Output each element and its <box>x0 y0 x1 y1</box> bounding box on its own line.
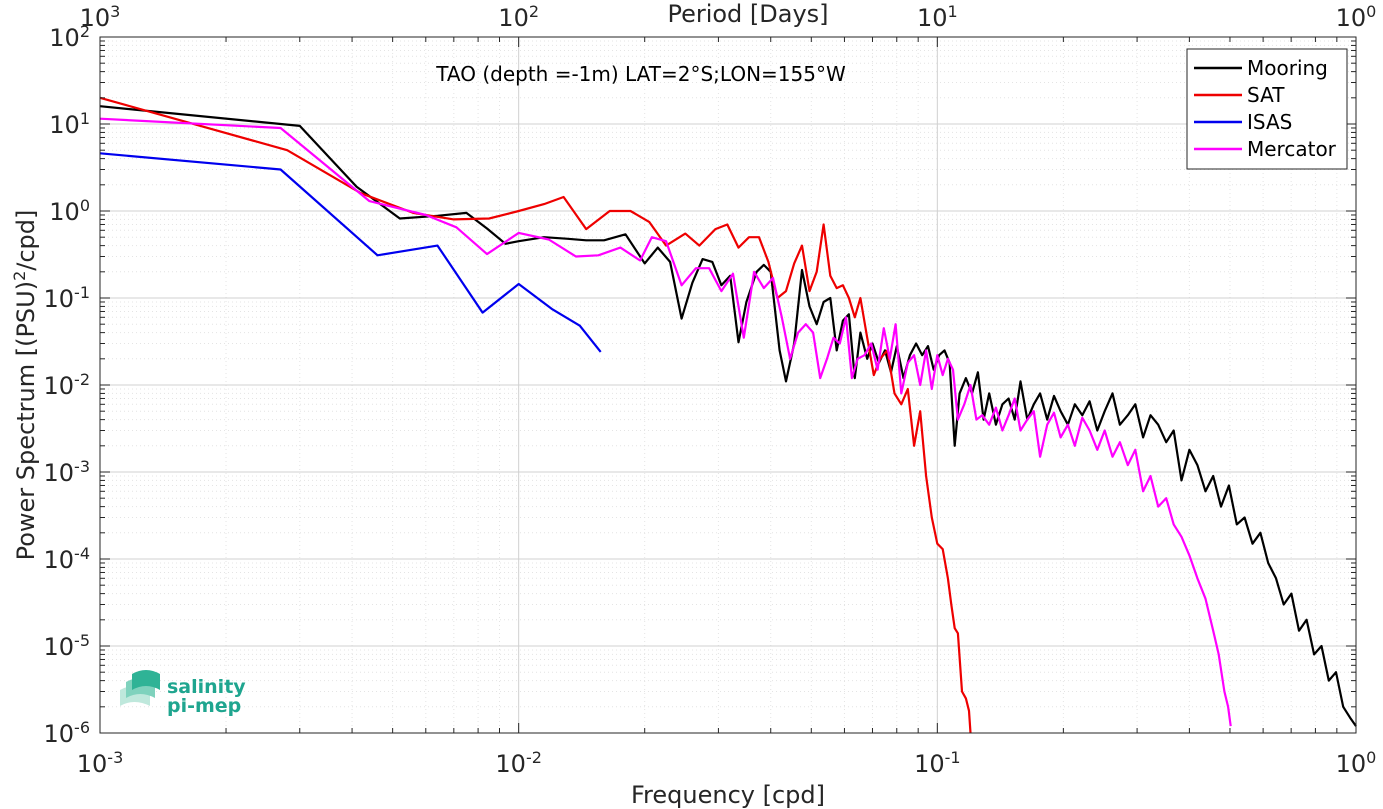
series-line-sat <box>99 96 972 734</box>
y-axis-title: Power Spectrum [(PSU)2/cpd] <box>10 210 41 561</box>
tick-label-base: 10 <box>44 633 75 661</box>
y-tick-label: 10-6 <box>44 718 91 749</box>
salinity-pi-mep-logo: salinity pi-mep <box>120 670 246 717</box>
station-annotation: TAO (depth =-1m) LAT=2°S;LON=155°W <box>435 62 846 86</box>
y-tick-label: 102 <box>49 22 90 53</box>
grid <box>100 37 1356 733</box>
tick-label-exponent: 0 <box>80 196 90 215</box>
y-tick-label: 10-4 <box>44 544 91 575</box>
series-line-mercator <box>99 117 1232 727</box>
legend: Mooring SAT ISAS Mercator <box>1186 48 1348 170</box>
tick-label-base: 10 <box>1336 4 1367 32</box>
tick-label-exponent: 2 <box>529 2 539 21</box>
legend-label-isas: ISAS <box>1247 110 1292 134</box>
logo-text-salinity: salinity <box>167 676 246 698</box>
top-tick-label: 100 <box>1336 2 1377 33</box>
tick-label-exponent: -5 <box>74 631 90 650</box>
tick-label-exponent: -1 <box>945 748 961 767</box>
y-tick-label: 10-5 <box>44 631 91 662</box>
tick-marks <box>99 37 1356 734</box>
tick-label-base: 10 <box>44 372 75 400</box>
x-tick-label: 10-1 <box>914 748 961 779</box>
x-tick-label: 10-3 <box>77 748 124 779</box>
tick-label-base: 10 <box>80 4 111 32</box>
series-line-mooring <box>99 105 1357 727</box>
tick-label-base: 10 <box>49 198 80 226</box>
tick-label-exponent: -1 <box>74 283 90 302</box>
tick-label-exponent: -3 <box>74 457 90 476</box>
tick-label-exponent: 1 <box>80 109 90 128</box>
tick-label-base: 10 <box>49 111 80 139</box>
tick-label-base: 10 <box>44 285 75 313</box>
x-tick-labels: 10-3 10-2 10-1 100 <box>77 748 1377 779</box>
tick-label-base: 10 <box>1336 750 1367 778</box>
tick-label-exponent: -2 <box>526 748 542 767</box>
top-tick-label: 101 <box>917 2 958 33</box>
legend-label-mercator: Mercator <box>1247 137 1337 161</box>
tick-label-base: 10 <box>44 720 75 748</box>
tick-label-exponent: -6 <box>74 718 90 737</box>
tick-label-base: 10 <box>917 4 948 32</box>
legend-label-sat: SAT <box>1247 83 1285 107</box>
series-line-isas <box>99 152 602 353</box>
tick-label-exponent: 2 <box>80 22 90 41</box>
y-axis-title-main: Power Spectrum [(PSU) <box>12 281 40 560</box>
tick-label-exponent: 1 <box>948 2 958 21</box>
y-axis-title-sup: 2 <box>10 271 29 281</box>
legend-label-mooring: Mooring <box>1247 56 1328 80</box>
tick-label-base: 10 <box>914 750 945 778</box>
tick-label-exponent: 0 <box>1366 748 1376 767</box>
y-tick-label: 10-1 <box>44 283 91 314</box>
x-axis-title: Frequency [cpd] <box>631 781 825 809</box>
tick-label-exponent: -3 <box>107 748 123 767</box>
tick-label-base: 10 <box>44 459 75 487</box>
tick-label-base: 10 <box>495 750 526 778</box>
top-tick-label: 102 <box>498 2 539 33</box>
tick-label-exponent: -2 <box>74 370 90 389</box>
tick-label-exponent: -4 <box>74 544 90 563</box>
y-tick-label: 100 <box>49 196 90 227</box>
tick-label-exponent: 0 <box>1366 2 1376 21</box>
series-layer <box>99 96 1357 734</box>
tick-label-base: 10 <box>44 546 75 574</box>
tick-label-base: 10 <box>498 4 529 32</box>
logo-text-pimep: pi-mep <box>167 695 241 717</box>
tick-label-base: 10 <box>77 750 108 778</box>
top-tick-labels: 103 102 101 100 <box>80 2 1377 33</box>
tick-label-base: 10 <box>49 24 80 52</box>
top-axis-title: Period [Days] <box>667 0 828 28</box>
x-tick-label: 100 <box>1336 748 1377 779</box>
legend-items: Mooring SAT ISAS Mercator <box>1194 56 1337 161</box>
x-tick-label: 10-2 <box>495 748 542 779</box>
y-tick-label: 10-3 <box>44 457 91 488</box>
y-axis-title-unit: /cpd] <box>12 210 40 271</box>
top-tick-label: 103 <box>80 2 121 33</box>
logo-wave-front <box>132 670 160 690</box>
y-tick-label: 101 <box>49 109 90 140</box>
tick-label-exponent: 3 <box>110 2 120 21</box>
y-tick-label: 10-2 <box>44 370 91 401</box>
